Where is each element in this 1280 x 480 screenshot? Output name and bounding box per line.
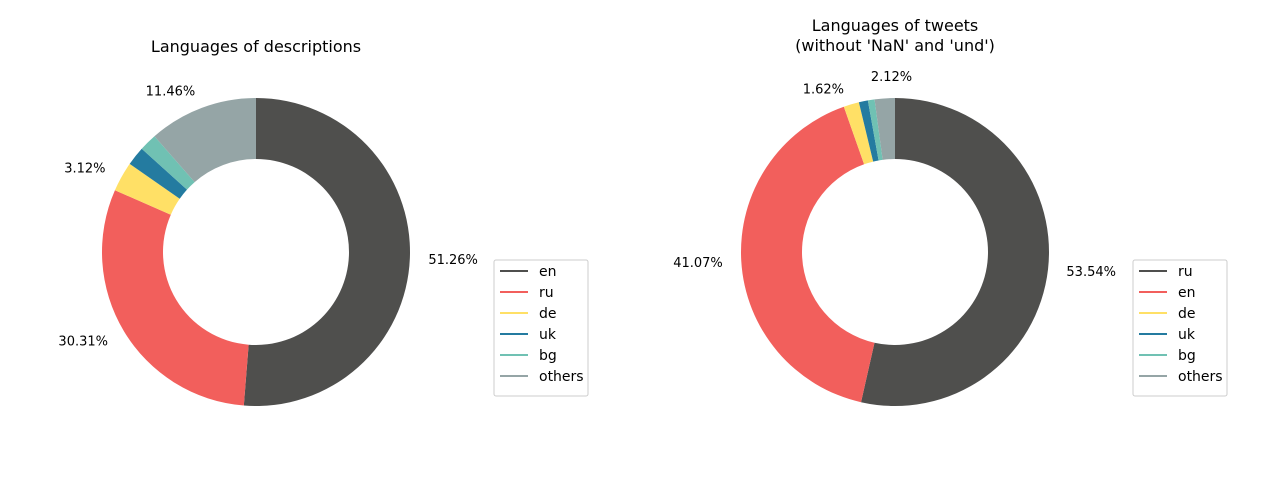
legend-frame <box>1132 259 1228 397</box>
legend: en ru de uk bg others <box>493 259 589 397</box>
pct-label-en: 41.07% <box>673 256 723 271</box>
slice-ru <box>861 98 1050 407</box>
chart-descriptions: Languages of descriptions 51.26% 30.31% 3.1… <box>58 37 589 406</box>
slice-de <box>843 102 874 165</box>
slice-en <box>741 106 875 403</box>
pct-label-others: 11.46% <box>146 85 196 100</box>
legend-label-others: others <box>1178 369 1223 385</box>
slice-bg <box>867 99 883 161</box>
pct-label-de: 3.12% <box>64 162 105 177</box>
slice-others <box>874 98 895 160</box>
slice-uk <box>858 100 879 162</box>
legend-frame <box>493 259 589 397</box>
slice-others <box>154 98 256 183</box>
legend-label-uk: uk <box>1178 327 1196 343</box>
slice-bg <box>141 136 195 190</box>
legend-label-bg: bg <box>539 348 557 364</box>
legend-label-others: others <box>539 369 584 385</box>
pct-label-ru: 53.54% <box>1066 265 1116 280</box>
pct-label-de: 1.62% <box>803 83 844 98</box>
legend-label-uk: uk <box>539 327 557 343</box>
slice-de <box>114 163 180 215</box>
slice-uk <box>129 148 187 199</box>
pct-label-ru: 30.31% <box>58 335 108 350</box>
legend-label-en: en <box>539 264 557 280</box>
slice-en <box>243 98 411 406</box>
pct-label-en: 51.26% <box>428 253 478 268</box>
legend-label-de: de <box>539 306 557 322</box>
legend-label-bg: bg <box>1178 348 1196 364</box>
legend-label-ru: ru <box>539 285 554 301</box>
pct-label-others: 2.12% <box>871 70 912 85</box>
slice-ru <box>102 190 249 406</box>
chart-title: Languages of tweets (without 'NaN' and 'u… <box>795 16 995 55</box>
legend-label-de: de <box>1178 306 1196 322</box>
legend-label-en: en <box>1178 285 1196 301</box>
chart-title: Languages of descriptions <box>151 37 361 56</box>
chart-tweets: Languages of tweets (without 'NaN' and 'u… <box>673 16 1228 407</box>
legend: ru en de uk bg others <box>1132 259 1228 397</box>
legend-label-ru: ru <box>1178 264 1193 280</box>
